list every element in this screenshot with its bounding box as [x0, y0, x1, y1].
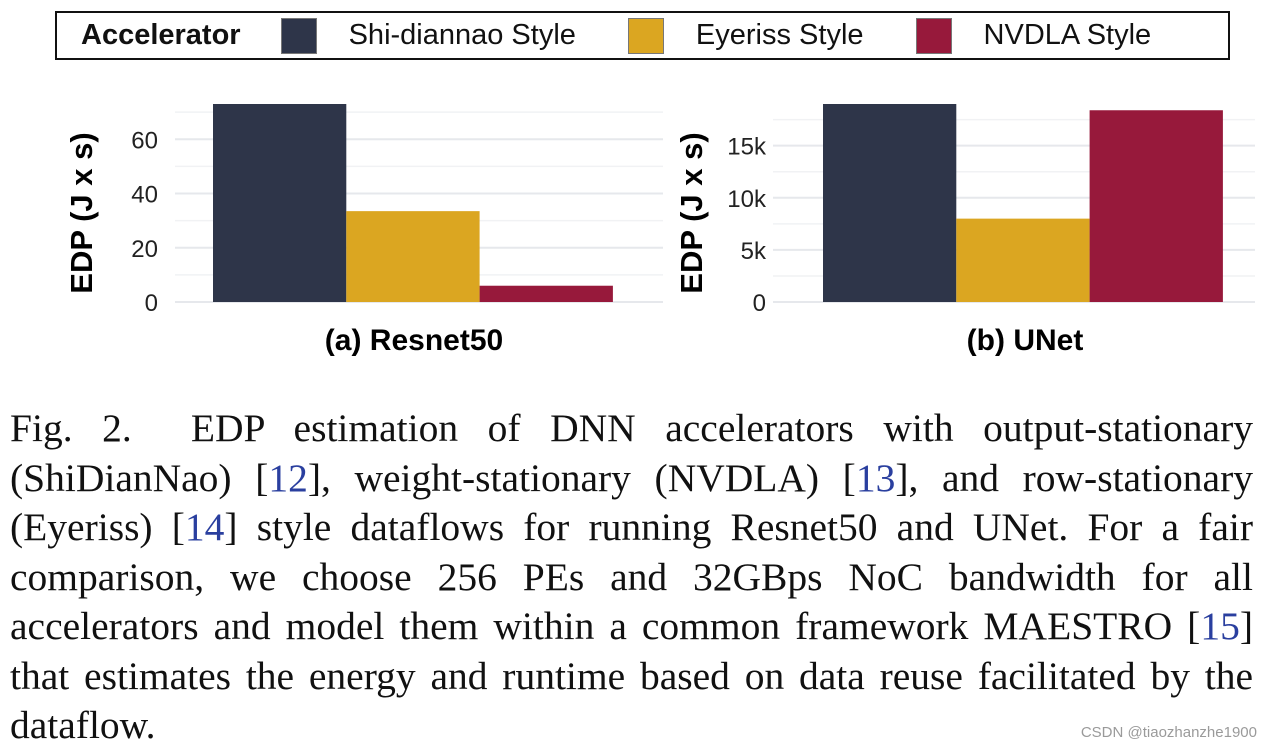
- x-axis-label-b: (b) UNet: [967, 324, 1084, 357]
- legend-label-shidiannao: Shi-diannao Style: [348, 19, 576, 51]
- watermark: CSDN @tiaozhanzhe1900: [1080, 724, 1257, 741]
- y-tick-label-b-0: 0: [753, 290, 766, 317]
- bar-a-1: [346, 211, 480, 302]
- y-tick-label-b-1: 5k: [741, 238, 767, 265]
- bar-a-0: [213, 104, 347, 302]
- bar-b-2: [1089, 110, 1223, 303]
- bar-a-2: [479, 285, 613, 302]
- y-tick-label-a-1: 20: [131, 236, 158, 263]
- bar-b-0: [823, 104, 957, 302]
- y-tick-label-b-2: 10k: [727, 186, 767, 213]
- y-tick-label-a-0: 0: [145, 290, 158, 317]
- figure-caption: Fig. 2. EDP estimation of DNN accelerato…: [10, 404, 1253, 751]
- chart-panel-a: 0 20 40 60 EDP (J x s) (a) Resnet50: [64, 104, 663, 357]
- caption-text: ] that estimates the energy and runtime …: [10, 604, 1253, 747]
- citation-link[interactable]: 14: [184, 505, 225, 549]
- legend-title: Accelerator: [81, 19, 241, 51]
- legend-swatch-shidiannao: [280, 17, 317, 54]
- legend-label-nvdla: NVDLA Style: [983, 19, 1152, 51]
- y-tick-label-a-3: 60: [131, 127, 158, 154]
- y-tick-label-b-3: 15k: [727, 134, 767, 161]
- citation-link[interactable]: 12: [268, 455, 308, 500]
- chart-panel-b: 0 5k 10k 15k EDP (J x s) (b) UNet: [674, 104, 1255, 357]
- caption-fig-label: Fig. 2.: [10, 406, 191, 450]
- caption-text: ] style dataflows for running Resnet50 a…: [10, 505, 1254, 648]
- y-axis-label-b: EDP (J x s): [674, 132, 709, 293]
- citation-link[interactable]: 15: [1200, 604, 1240, 648]
- citation-link[interactable]: 13: [855, 455, 896, 500]
- legend: Accelerator Shi-diannao Style Eyeriss St…: [55, 11, 1230, 60]
- legend-item-shidiannao: Shi-diannao Style: [280, 17, 576, 54]
- legend-label-eyeriss: Eyeriss Style: [695, 19, 864, 51]
- bar-b-1: [956, 218, 1090, 302]
- caption-text: ], and row-stationary (Eyeriss) [: [10, 455, 1253, 550]
- legend-swatch-eyeriss: [627, 17, 664, 54]
- legend-item-eyeriss: Eyeriss Style: [627, 17, 864, 54]
- y-axis-label-a: EDP (J x s): [64, 132, 99, 293]
- legend-swatch-nvdla: [915, 17, 952, 54]
- caption-text: EDP estimation of DNN accelerators with …: [10, 406, 1253, 500]
- legend-item-nvdla: NVDLA Style: [915, 17, 1152, 54]
- bar-charts: 0 20 40 60 EDP (J x s) (a) Resnet50 0 5k 10k 15k E…: [64, 104, 1255, 357]
- y-tick-label-a-2: 40: [131, 182, 158, 209]
- x-axis-label-a: (a) Resnet50: [325, 324, 503, 357]
- caption-text: ], weight-stationary (NVDLA) [: [307, 455, 856, 500]
